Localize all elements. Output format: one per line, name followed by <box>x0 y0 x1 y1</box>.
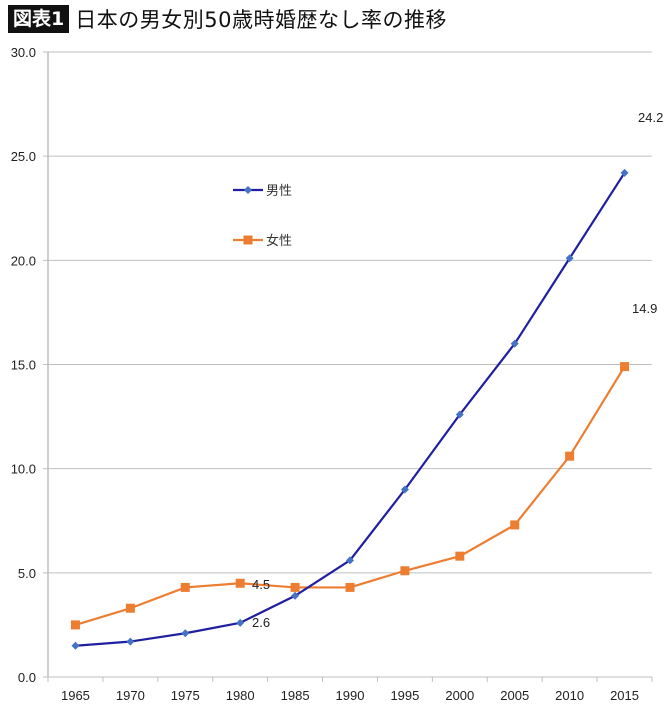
x-tick-label: 2005 <box>500 688 529 703</box>
data-label: 24.2 <box>638 110 663 125</box>
x-tick-label: 2015 <box>610 688 639 703</box>
chart-title: 日本の男女別50歳時婚歴なし率の推移 <box>75 8 447 32</box>
x-tick-label: 1970 <box>116 688 145 703</box>
y-tick-label: 0.0 <box>18 670 36 685</box>
diamond-marker <box>71 641 80 650</box>
series-line-male <box>75 172 626 647</box>
y-tick-label: 5.0 <box>18 566 36 581</box>
y-tick-label: 15.0 <box>11 358 36 373</box>
y-tick-label: 20.0 <box>11 253 36 268</box>
figure-badge: 図表1 <box>8 5 70 33</box>
data-label: 2.6 <box>252 615 270 630</box>
diamond-marker <box>291 591 300 600</box>
diamond-marker <box>400 485 409 494</box>
chart-title-bar: 図表1 日本の男女別50歳時婚歴なし率の推移 <box>8 4 447 34</box>
legend-label: 女性 <box>266 233 292 249</box>
y-tick-label: 30.0 <box>11 45 36 60</box>
x-tick-label: 2010 <box>555 688 584 703</box>
square-marker <box>510 520 520 530</box>
diamond-marker <box>126 637 135 646</box>
diamond-marker <box>346 556 354 565</box>
square-marker <box>455 551 465 561</box>
square-marker <box>235 578 245 588</box>
x-tick-label: 1995 <box>390 688 419 703</box>
square-marker <box>290 582 300 592</box>
diamond-marker <box>620 168 629 177</box>
square-marker <box>620 362 630 372</box>
diamond-marker <box>510 339 519 348</box>
square-marker <box>70 620 80 630</box>
y-tick-label: 10.0 <box>11 462 36 477</box>
legend-label: 男性 <box>266 184 292 199</box>
x-tick-label: 2000 <box>445 688 474 703</box>
y-tick-label: 25.0 <box>11 149 36 164</box>
square-marker <box>400 566 410 576</box>
square-marker <box>565 451 575 461</box>
square-marker <box>180 582 190 592</box>
diamond-marker <box>565 254 574 263</box>
legend-diamond-icon <box>244 186 252 194</box>
data-label: 4.5 <box>252 577 270 592</box>
x-tick-label: 1965 <box>61 688 90 703</box>
diamond-marker <box>455 410 464 419</box>
x-tick-label: 1985 <box>281 688 310 703</box>
diamond-marker <box>236 618 245 627</box>
data-label: 14.9 <box>632 301 657 316</box>
legend-square-icon <box>243 235 253 245</box>
square-marker <box>125 603 135 613</box>
x-tick-label: 1990 <box>336 688 365 703</box>
x-tick-label: 1980 <box>226 688 255 703</box>
diamond-marker <box>181 629 190 638</box>
x-tick-label: 1975 <box>171 688 200 703</box>
square-marker <box>345 582 355 592</box>
